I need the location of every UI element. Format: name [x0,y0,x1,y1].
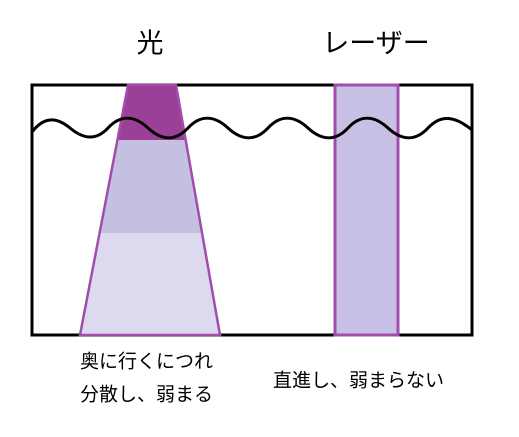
light-outline [78,83,222,337]
light-label: 光 [137,29,164,60]
light-bottom [80,233,220,335]
light-caption: 奥に行くにつれ [80,351,213,373]
laser-beam [333,83,400,337]
light-top [117,85,186,140]
laser-label: レーザー [322,29,429,60]
laser-caption: 直進し、弱まらない [273,370,444,392]
light-middle [99,140,202,233]
water-surface [30,116,473,140]
light-caption: 分散し、弱まる [80,384,213,406]
